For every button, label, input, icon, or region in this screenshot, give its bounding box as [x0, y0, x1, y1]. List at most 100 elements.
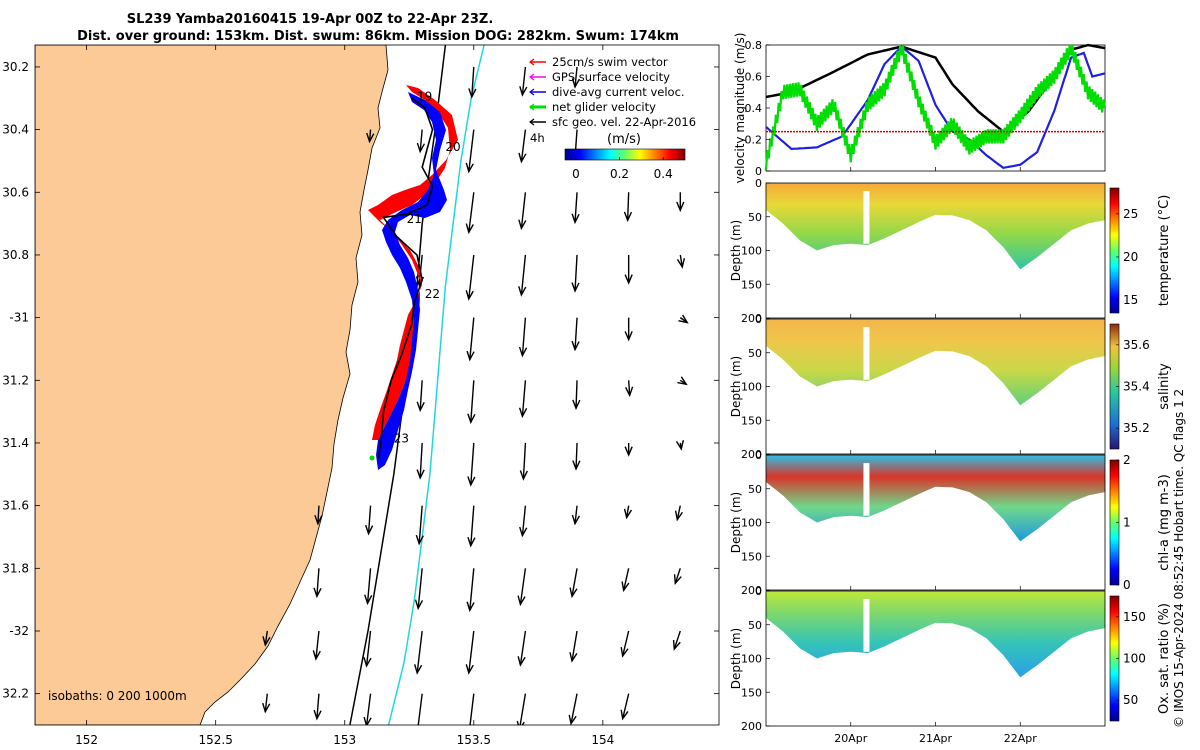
lat-tick-label: -32: [9, 624, 29, 638]
geo-arrow-head: [516, 720, 525, 725]
geo-arrow-head: [465, 290, 474, 301]
geo-arrow-head: [466, 350, 475, 362]
colorbar-tick-label: 0.2: [610, 167, 629, 181]
geo-arrow-shaft: [470, 380, 475, 423]
section-colorbar-label: salinity: [1157, 363, 1172, 410]
geo-arrow-shaft: [469, 317, 475, 360]
geo-arrow-shaft: [264, 630, 268, 646]
geo-arrow-head: [623, 508, 633, 520]
geo-arrow-head: [676, 258, 686, 269]
geo-arrow-shaft: [519, 630, 527, 666]
geo-arrow-shaft: [574, 317, 578, 350]
colorbar-tick-label: 20: [1123, 250, 1138, 264]
geo-arrow-shaft: [522, 442, 527, 480]
map-frame: [34, 44, 720, 726]
geo-arrow-head: [519, 86, 528, 97]
speed-colorbar-ticks: 0 0.2 0.4: [572, 157, 673, 181]
lat-tick-label: 31.8: [2, 561, 29, 575]
depth-tick-label: 50: [748, 347, 762, 360]
geo-arrow-shaft: [315, 630, 320, 660]
geo-arrow-head: [466, 601, 475, 613]
geo-arrow-shaft: [419, 129, 423, 152]
section-panel-temperature: 0 50 100 150 200 Depth (m) 15 20 25 temperature (…: [729, 177, 1172, 325]
geo-arrow-shaft: [625, 505, 630, 518]
geo-arrow-shaft: [521, 380, 527, 417]
time-tick-label: 22Apr: [1004, 732, 1038, 745]
geo-arrow-shaft: [471, 66, 475, 97]
velocity-tick-label: 0.4: [745, 102, 763, 115]
legend-entry-label: GPS surface velocity: [552, 70, 670, 84]
geo-arrow-head: [415, 534, 424, 546]
lat-tick-label: 30.4: [2, 123, 29, 137]
depth-tick-label: 200: [741, 720, 762, 733]
geo-arrow-head: [572, 460, 581, 471]
section-data-area: [766, 591, 1105, 678]
geo-arrow-head: [518, 286, 527, 297]
lon-tick-label: 154: [591, 733, 614, 747]
geo-arrow-shaft: [519, 693, 527, 725]
geo-arrow-shaft: [469, 568, 475, 611]
geo-arrow-head: [364, 524, 374, 536]
geo-arrow-head: [517, 656, 526, 667]
geo-arrow-shaft: [316, 568, 320, 597]
geo-arrow-shaft: [574, 254, 578, 291]
geo-arrow-shaft: [674, 568, 681, 584]
geo-arrow-head: [571, 340, 580, 352]
colorbar-tick-label: 35.4: [1123, 380, 1150, 394]
depth-tick-label: 200: [741, 584, 762, 597]
depth-tick-label: 100: [741, 517, 762, 530]
geo-arrow-head: [624, 386, 634, 398]
geo-arrow-head: [518, 346, 528, 358]
geo-arrow-head: [620, 646, 629, 658]
geo-arrow-head: [465, 162, 474, 174]
geo-arrow-head: [416, 401, 425, 413]
colorbar-tick-label: 150: [1123, 610, 1146, 624]
geo-arrow-shaft: [676, 505, 681, 520]
depth-tick-label: 100: [741, 381, 762, 394]
geo-arrow-head: [568, 714, 577, 725]
velocity-series-line: [764, 44, 1107, 171]
legend-swatch-head: [529, 118, 535, 126]
section-panel-chl-a: 0 50 100 150 200 Depth (m) 0 1 2 chl-a (mg m-3): [729, 449, 1172, 597]
geo-arrow-shaft: [317, 505, 320, 524]
geo-arrow-shaft: [366, 568, 372, 604]
colorbar-tick-label: 1: [1123, 516, 1131, 530]
lon-tick-label: 152.5: [198, 733, 232, 747]
velocity-tick-label: 0.2: [745, 134, 763, 147]
colorbar-tick-label: 35.2: [1123, 421, 1150, 435]
depth-tick-label: 200: [741, 312, 762, 325]
geo-arrow-head: [467, 413, 476, 425]
isobath-1000m: [387, 45, 485, 725]
geo-arrow-shaft: [621, 630, 630, 657]
depth-tick-label: 150: [741, 278, 762, 291]
depth-tick-label: 0: [755, 585, 762, 598]
geo-arrow-head: [262, 636, 271, 647]
geo-arrow-shaft: [468, 630, 475, 674]
depth-tick-label: 150: [741, 686, 762, 699]
section-data-gap: [863, 463, 870, 516]
geo-arrow-head: [623, 211, 633, 223]
geo-arrow-head: [624, 274, 633, 285]
geo-arrow-shaft: [574, 505, 578, 524]
geo-arrow-shaft: [469, 693, 475, 725]
geo-arrow-head: [624, 331, 633, 342]
geo-arrow-head: [677, 376, 688, 386]
depth-tick-label: 0: [755, 313, 762, 326]
section-colorbar-label: chl-a (mg m-3): [1157, 474, 1172, 571]
geo-arrow-head: [517, 595, 526, 607]
geo-arrow-shaft: [417, 568, 423, 609]
geo-arrow-shaft: [570, 693, 578, 724]
colorbar-tick-label: 35.6: [1123, 338, 1150, 352]
colorbar-tick-label: 0: [1123, 578, 1131, 592]
lat-tick-label: 31.4: [2, 436, 29, 450]
velocity-ylabel: velocity magnitude (m/s): [733, 33, 747, 184]
land-mass: [35, 45, 389, 725]
geo-arrow-shaft: [368, 129, 372, 142]
geo-arrow-head: [519, 470, 529, 481]
geo-arrow-head: [674, 510, 684, 522]
velocity-tick-label: 0.6: [745, 71, 763, 84]
geo-arrow-head: [621, 581, 630, 593]
geo-arrow-shaft: [470, 442, 475, 486]
